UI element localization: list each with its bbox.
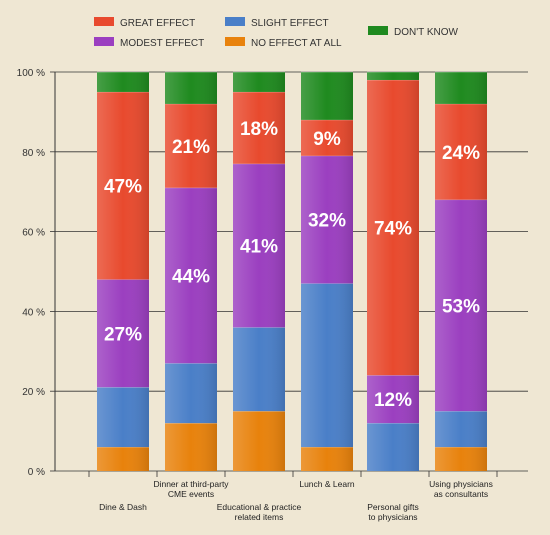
bar-shading xyxy=(367,79,419,376)
bar-shading xyxy=(435,199,487,412)
bar-shading xyxy=(435,72,487,104)
data-label: 12% xyxy=(374,390,412,411)
bar-shading xyxy=(165,363,217,424)
bar-shading xyxy=(301,283,353,448)
bar-shading xyxy=(435,411,487,448)
bar-shading xyxy=(165,103,217,188)
legend-swatch xyxy=(94,37,114,46)
x-category-label: Personal gifts xyxy=(367,502,419,512)
y-tick-label: 40 % xyxy=(22,307,45,318)
bar-shading xyxy=(97,91,149,280)
data-label: 47% xyxy=(104,177,142,198)
bar-shading xyxy=(233,72,285,92)
legend-label: SLIGHT EFFECT xyxy=(251,18,329,29)
legend-swatch xyxy=(94,17,114,26)
y-tick-label: 0 % xyxy=(28,467,45,478)
bar-shading xyxy=(165,423,217,471)
bar-shading xyxy=(97,279,149,388)
legend-swatch xyxy=(368,26,388,35)
bar-shading xyxy=(301,155,353,284)
y-tick-label: 60 % xyxy=(22,228,45,239)
bar-shading xyxy=(301,119,353,156)
data-label: 53% xyxy=(442,296,480,317)
data-label: 44% xyxy=(172,266,210,287)
x-category-label: as consultants xyxy=(434,489,488,499)
bar-shading xyxy=(301,447,353,471)
y-tick-label: 20 % xyxy=(22,387,45,398)
legend-label: DON'T KNOW xyxy=(394,27,459,38)
bar-shading xyxy=(97,72,149,92)
bar-shading xyxy=(367,375,419,424)
bar-shading xyxy=(367,72,419,80)
bar-shading xyxy=(233,163,285,328)
x-category-label: Lunch & Learn xyxy=(299,479,355,489)
data-label: 27% xyxy=(104,324,142,345)
bar-shading xyxy=(165,72,217,104)
legend: NO EFFECT AT ALL SLIGHT EFFECT MODEST EFFE… xyxy=(94,17,459,49)
x-category-label: related items xyxy=(235,512,284,522)
x-category-label: Dine & Dash xyxy=(99,502,147,512)
x-category-label: to physicians xyxy=(368,512,417,522)
y-tick-label: 80 % xyxy=(22,148,45,159)
legend-swatch xyxy=(225,17,245,26)
x-category-label: Educational & practice xyxy=(217,502,302,512)
bar-shading xyxy=(97,447,149,471)
legend-label: NO EFFECT AT ALL xyxy=(251,38,342,49)
data-label: 41% xyxy=(240,237,278,258)
y-tick-label: 100 % xyxy=(17,68,45,79)
bar-shading xyxy=(301,72,353,120)
bar-shading xyxy=(233,411,285,471)
legend-label: GREAT EFFECT xyxy=(120,18,195,29)
data-label: 21% xyxy=(172,137,210,158)
data-label: 9% xyxy=(313,129,341,150)
data-label: 74% xyxy=(374,219,412,240)
data-label: 32% xyxy=(308,211,346,232)
bars xyxy=(97,71,487,471)
x-category-label: Using physicians xyxy=(429,479,493,489)
bar-shading xyxy=(165,187,217,364)
data-label: 24% xyxy=(442,143,480,164)
axes: 0 % 20 % 40 % 60 % 80 % 100 % Dine & Dash Dinne… xyxy=(17,68,498,522)
legend-label: MODEST EFFECT xyxy=(120,38,204,49)
x-category-label: CME events xyxy=(168,489,214,499)
legend-swatch xyxy=(225,37,245,46)
x-category-label: Dinner at third-party xyxy=(153,479,229,489)
bar-shading xyxy=(97,387,149,448)
bar-shading xyxy=(367,423,419,471)
data-label: 18% xyxy=(240,119,278,140)
bar-shading xyxy=(233,91,285,164)
bar-shading xyxy=(233,327,285,412)
bar-shading xyxy=(435,447,487,471)
bar-shading xyxy=(435,103,487,200)
data-labels: 27% 47% 44% 21% 41% 18% 32% 9% 12% 74% 53% 24% xyxy=(104,119,480,411)
